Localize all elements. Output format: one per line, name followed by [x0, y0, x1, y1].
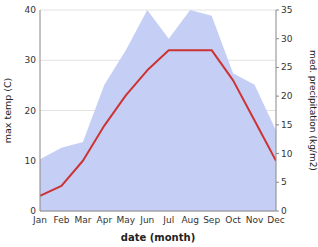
- x-tick-label: Oct: [225, 215, 241, 225]
- y2-tick: [276, 10, 279, 11]
- y2-tick-label: 25: [281, 62, 292, 72]
- x-tick-label: Jan: [32, 215, 47, 225]
- grid-line: [40, 211, 276, 212]
- y2-tick: [276, 67, 279, 68]
- y2-tick: [276, 211, 279, 212]
- y2-tick-label: 10: [281, 149, 293, 159]
- y2-tick-label: 15: [281, 120, 292, 130]
- y2-tick-label: 30: [281, 34, 293, 44]
- y2-tick: [276, 38, 279, 39]
- y-axis-label: max temp (C): [2, 78, 13, 144]
- chart: 01020304005101520253035JanFebMarAprMayJu…: [0, 0, 318, 247]
- grid: [40, 10, 276, 211]
- x-tick-label: Sep: [203, 215, 220, 225]
- x-axis-line: [40, 211, 276, 212]
- y2-tick: [276, 96, 279, 97]
- x-tick-label: Jun: [139, 215, 154, 225]
- axes: 01020304005101520253035JanFebMarAprMayJu…: [25, 5, 293, 225]
- x-tick-label: Feb: [53, 215, 69, 225]
- y2-axis-line: [276, 10, 277, 211]
- y2-axis-label: med. precipitation (kg/m2): [308, 50, 318, 171]
- x-tick-label: May: [117, 215, 136, 225]
- x-tick-label: Dec: [267, 215, 284, 225]
- x-tick-label: Nov: [246, 215, 264, 225]
- x-tick-label: Jul: [162, 215, 174, 225]
- y2-tick: [276, 182, 279, 183]
- x-axis-label: date (month): [121, 232, 195, 243]
- y-axis-line: [40, 10, 41, 211]
- y-tick-label: 40: [25, 5, 37, 15]
- y2-tick: [276, 153, 279, 154]
- grid-line: [40, 10, 276, 11]
- precipitation-area: [40, 10, 276, 211]
- x-tick-label: Apr: [97, 215, 113, 225]
- y-tick-label: 30: [25, 55, 37, 65]
- y2-tick-label: 20: [281, 91, 293, 101]
- y-tick-label: 10: [25, 156, 37, 166]
- x-tick-label: Aug: [181, 215, 199, 225]
- y2-tick-label: 5: [281, 177, 287, 187]
- y2-tick-label: 35: [281, 5, 292, 15]
- temperature-line: [40, 50, 276, 196]
- x-tick-label: Mar: [74, 215, 91, 225]
- y2-tick: [276, 124, 279, 125]
- plot-area: [40, 10, 276, 211]
- y-tick-label: 20: [25, 106, 37, 116]
